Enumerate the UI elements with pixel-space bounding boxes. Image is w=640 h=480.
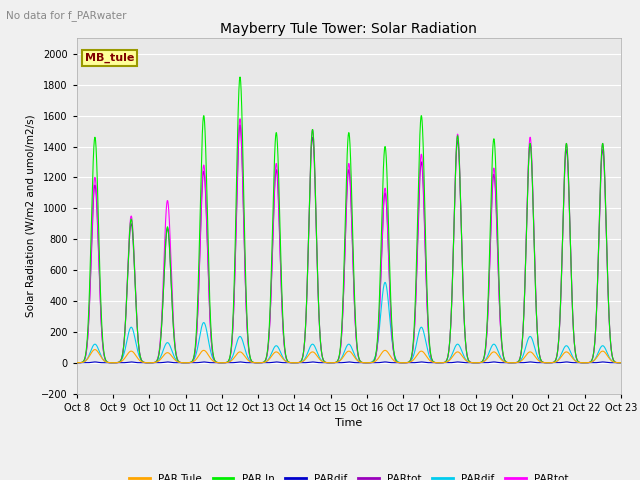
X-axis label: Time: Time bbox=[335, 418, 362, 428]
Legend: PAR Tule, PAR In, PARdif, PARtot, PARdif, PARtot: PAR Tule, PAR In, PARdif, PARtot, PARdif… bbox=[125, 469, 573, 480]
Y-axis label: Solar Radiation (W/m2 and umol/m2/s): Solar Radiation (W/m2 and umol/m2/s) bbox=[26, 115, 36, 317]
Title: Mayberry Tule Tower: Solar Radiation: Mayberry Tule Tower: Solar Radiation bbox=[220, 22, 477, 36]
Text: No data for f_PARwater: No data for f_PARwater bbox=[6, 10, 127, 21]
Text: MB_tule: MB_tule bbox=[85, 53, 134, 63]
